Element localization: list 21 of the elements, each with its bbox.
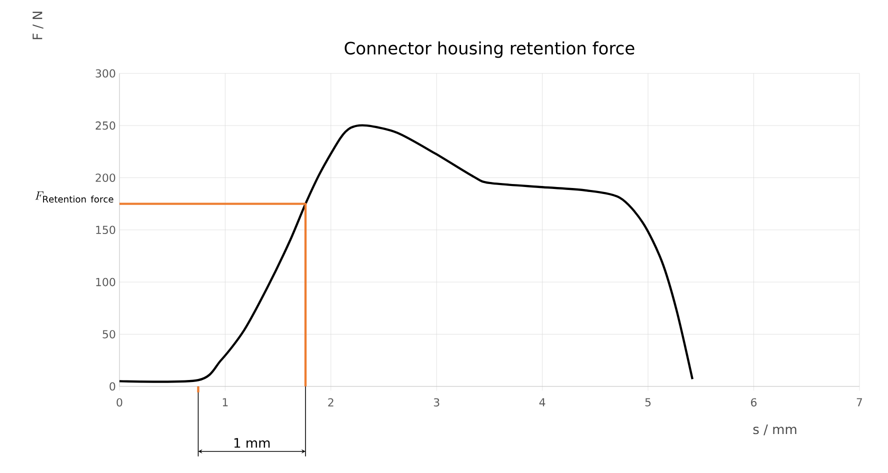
y-tick-label: 50 <box>102 330 116 338</box>
x-axis-title: s / mm <box>753 424 796 436</box>
x-tick-label: 6 <box>751 398 757 407</box>
annotation: $F_{\mathrm{Retention\ force}}$ <box>35 192 114 203</box>
y-tick-label: 150 <box>96 226 116 234</box>
y-tick-label: 0 <box>110 382 116 391</box>
chart-title: Connector housing retention force <box>344 41 634 58</box>
y-tick-label: 300 <box>96 69 116 78</box>
x-tick-label: 2 <box>328 398 334 406</box>
text: 1 mm <box>234 438 270 448</box>
x-tick-label: 4 <box>539 398 546 406</box>
x-tick-label: 1 <box>222 398 228 406</box>
y-tick-label: 250 <box>96 121 116 130</box>
line-series <box>118 124 694 383</box>
y-tick-label: 100 <box>96 278 116 286</box>
x-tick-label: 0 <box>116 398 122 407</box>
y-axis-title: F / N <box>32 12 44 40</box>
y-tick-label: 200 <box>96 174 116 182</box>
x-tick-label: 5 <box>645 398 651 406</box>
x-tick-label: 3 <box>434 398 440 407</box>
x-tick-label: 7 <box>856 398 862 406</box>
